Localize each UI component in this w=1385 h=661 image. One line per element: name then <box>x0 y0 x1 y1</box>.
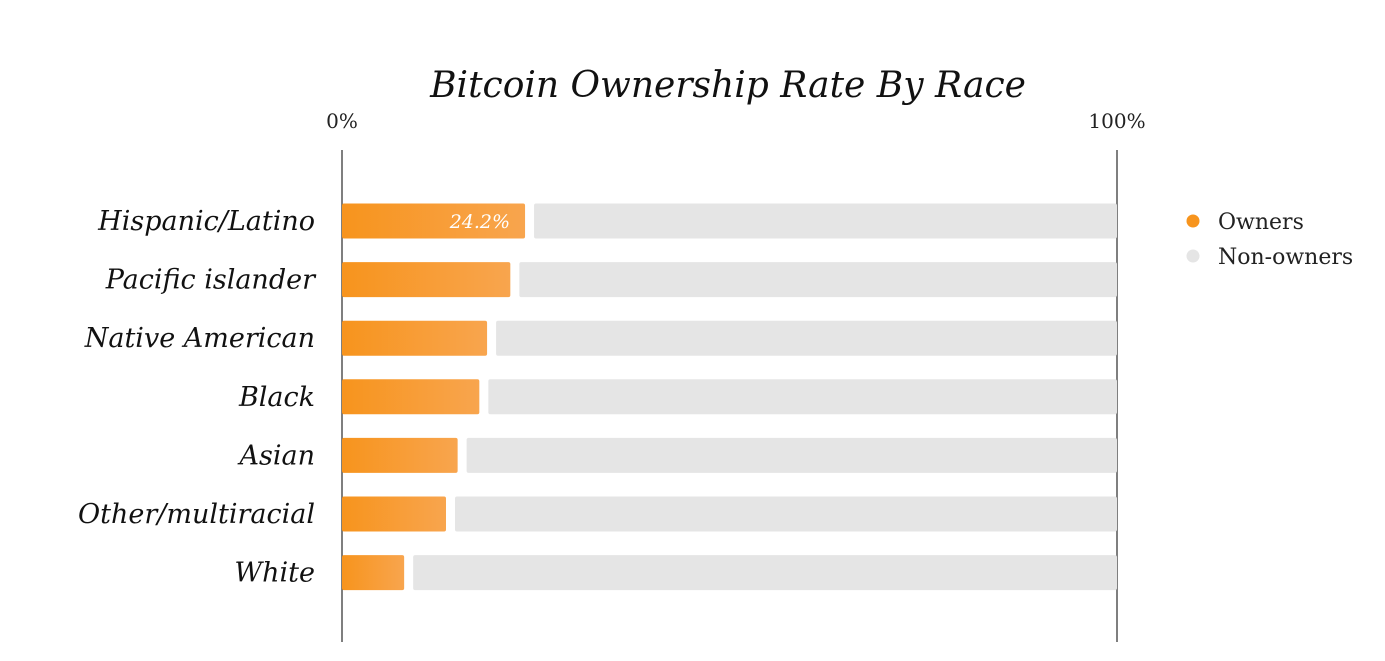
bar-non-owners-pacific-islander <box>519 262 1117 298</box>
bars-group <box>342 203 1117 591</box>
bar-owners-native-american <box>342 320 488 356</box>
category-labels-group: Hispanic/Latino Pacific islander Native Am… <box>78 206 317 589</box>
bar-non-owners-asian <box>466 437 1117 473</box>
legend: Owners Non-owners <box>1186 210 1353 270</box>
category-label-black: Black <box>238 382 315 413</box>
legend-label-non-owners: Non-owners <box>1218 245 1353 270</box>
bar-owners-white <box>342 555 405 591</box>
legend-marker-non-owners <box>1186 249 1200 263</box>
data-label-hispanic-latino: 24.2% <box>449 211 510 233</box>
legend-marker-owners <box>1186 214 1200 228</box>
legend-label-owners: Owners <box>1218 210 1304 235</box>
category-label-pacific-islander: Pacific islander <box>105 265 317 296</box>
bar-non-owners-other-multiracial <box>455 496 1117 532</box>
bar-owners-other-multiracial <box>342 496 446 532</box>
bar-owners-hispanic-latino <box>342 203 526 239</box>
category-label-asian: Asian <box>237 440 315 471</box>
x-tick-label-100: 100% <box>1088 109 1145 133</box>
bar-non-owners-black <box>488 379 1117 415</box>
bar-non-owners-white <box>413 555 1117 591</box>
bar-owners-black <box>342 379 480 415</box>
bar-non-owners-hispanic-latino <box>534 203 1117 239</box>
bar-non-owners-native-american <box>496 320 1117 356</box>
data-labels-group: 24.2% <box>449 211 510 233</box>
category-label-hispanic-latino: Hispanic/Latino <box>97 206 315 237</box>
x-tick-label-0: 0% <box>326 109 358 133</box>
category-label-white: White <box>234 558 315 589</box>
category-label-native-american: Native American <box>84 323 315 354</box>
chart-title: Bitcoin Ownership Rate By Race <box>429 65 1026 106</box>
category-label-other-multiracial: Other/multiracial <box>78 499 315 530</box>
bar-owners-asian <box>342 437 458 473</box>
bar-owners-pacific-islander <box>342 262 511 298</box>
